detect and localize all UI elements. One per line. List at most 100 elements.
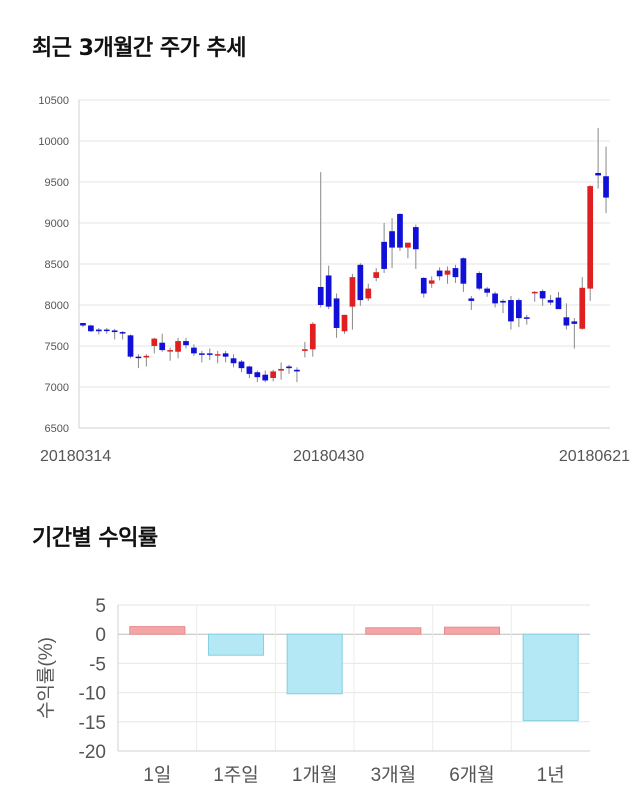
candle bbox=[333, 293, 340, 338]
candle bbox=[405, 242, 411, 259]
candle-body bbox=[183, 341, 189, 346]
return-bar bbox=[129, 626, 186, 635]
candle bbox=[563, 303, 570, 330]
candle bbox=[412, 224, 419, 269]
x-tick-label: 3개월 bbox=[371, 764, 417, 786]
candle-body bbox=[167, 350, 173, 352]
candle-body bbox=[246, 366, 253, 374]
candle-body bbox=[563, 317, 570, 326]
candle-body bbox=[460, 258, 467, 284]
y-tick-label: 0 bbox=[95, 625, 106, 646]
candle bbox=[183, 337, 189, 349]
candle-body bbox=[587, 186, 594, 289]
y-tick-label: -10 bbox=[79, 684, 106, 705]
candle-body bbox=[191, 347, 197, 354]
candle bbox=[254, 370, 261, 383]
candle bbox=[579, 277, 586, 330]
candle-body bbox=[492, 293, 498, 304]
candle-body bbox=[531, 291, 538, 294]
y-axis-label: 수익률(%) bbox=[35, 637, 57, 719]
y-tick-label: -15 bbox=[79, 713, 106, 734]
return-bar bbox=[207, 633, 265, 656]
candle bbox=[492, 291, 498, 308]
candle bbox=[119, 331, 126, 340]
candle-body bbox=[405, 242, 411, 248]
candle bbox=[516, 298, 522, 328]
return-bar bbox=[365, 627, 422, 635]
candle bbox=[452, 264, 459, 283]
y-tick-label: -5 bbox=[89, 654, 106, 675]
candle bbox=[238, 359, 245, 373]
candle bbox=[468, 295, 475, 310]
y-tick-label: 8000 bbox=[45, 300, 69, 312]
candle-body bbox=[206, 353, 213, 355]
candle-body bbox=[262, 374, 269, 381]
candle bbox=[341, 314, 348, 334]
candle-body bbox=[476, 273, 483, 289]
y-tick-label: 8500 bbox=[45, 259, 69, 271]
candle-body bbox=[412, 227, 419, 250]
candle-body bbox=[95, 329, 102, 332]
y-tick-label: 10000 bbox=[38, 136, 69, 148]
candle bbox=[555, 291, 562, 310]
return-bar bbox=[286, 633, 343, 695]
candle bbox=[381, 223, 387, 274]
candle bbox=[246, 365, 253, 378]
candle bbox=[547, 295, 554, 305]
candle bbox=[143, 354, 150, 367]
candle-body bbox=[325, 275, 332, 307]
return-bar bbox=[522, 633, 579, 722]
y-tick-label: 10500 bbox=[38, 95, 69, 107]
candle bbox=[103, 327, 110, 334]
candle bbox=[508, 295, 514, 330]
candle bbox=[88, 324, 94, 333]
candle-body bbox=[555, 297, 562, 310]
x-tick-label: 20180430 bbox=[293, 448, 364, 465]
candle bbox=[230, 354, 237, 368]
candle bbox=[80, 323, 86, 328]
y-tick-label: 5 bbox=[95, 596, 106, 617]
candle-body bbox=[254, 372, 261, 378]
candle bbox=[523, 314, 530, 325]
candle bbox=[349, 273, 356, 330]
candle-body bbox=[309, 323, 316, 350]
candle bbox=[127, 334, 134, 359]
candle bbox=[270, 369, 277, 382]
x-tick-label: 1일 bbox=[143, 764, 171, 786]
candle-body bbox=[547, 300, 554, 303]
candle-body bbox=[238, 361, 245, 369]
candle-body bbox=[294, 369, 300, 372]
candle-body bbox=[88, 325, 94, 332]
candle bbox=[111, 328, 118, 340]
candle bbox=[571, 318, 578, 349]
candle bbox=[294, 367, 300, 383]
candle-body bbox=[397, 213, 403, 248]
candle-body bbox=[349, 277, 356, 307]
candle-body bbox=[317, 286, 324, 305]
candle bbox=[587, 185, 594, 301]
candle bbox=[603, 146, 609, 214]
candle-body bbox=[159, 342, 166, 351]
candle bbox=[428, 276, 435, 288]
candle bbox=[262, 370, 269, 383]
x-tick-label: 20180314 bbox=[40, 448, 111, 465]
candle-body bbox=[357, 264, 364, 301]
candle bbox=[302, 341, 308, 358]
candle bbox=[206, 348, 213, 360]
x-tick-label: 1주일 bbox=[213, 764, 259, 786]
candle bbox=[373, 268, 380, 282]
candle bbox=[460, 257, 467, 292]
candle-body bbox=[436, 270, 443, 277]
candle bbox=[159, 333, 166, 352]
candle bbox=[167, 347, 173, 361]
candle-body bbox=[539, 291, 546, 299]
candle bbox=[476, 271, 483, 291]
candle-body bbox=[222, 353, 229, 357]
candle-body bbox=[135, 356, 142, 359]
candle bbox=[500, 299, 506, 314]
candle bbox=[309, 322, 316, 357]
candle-body bbox=[444, 270, 451, 275]
candle bbox=[397, 213, 403, 251]
candle bbox=[539, 289, 546, 306]
